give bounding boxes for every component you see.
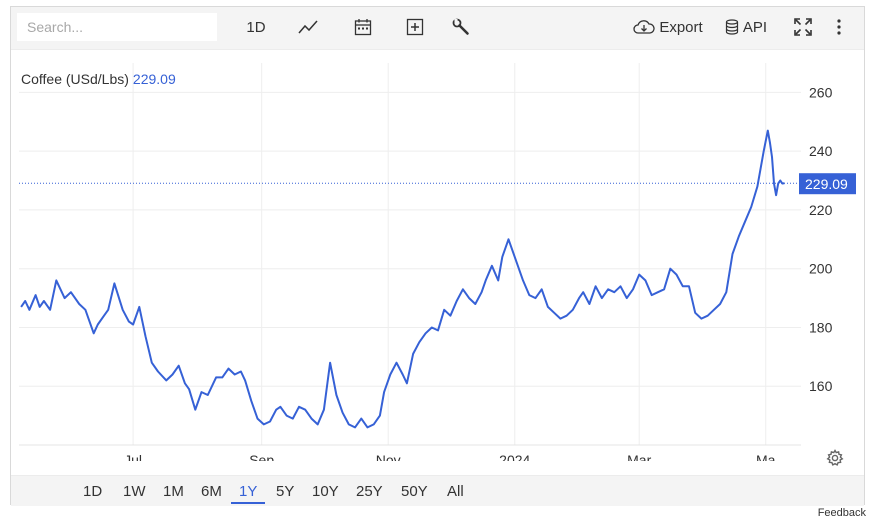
export-button[interactable]: Export: [631, 13, 705, 41]
x-tick-label: Jul: [124, 452, 142, 461]
price-series-line: [20, 129, 785, 429]
gear-icon[interactable]: [826, 449, 844, 467]
chart-type-button[interactable]: [295, 13, 321, 41]
series-legend: Coffee (USd/Lbs) 229.09: [21, 71, 176, 87]
database-icon: [725, 19, 739, 35]
tools-button[interactable]: [450, 13, 472, 41]
chart-area[interactable]: Coffee (USd/Lbs) 229.09 160 180 200 220 240 26…: [11, 49, 864, 468]
calendar-icon: [354, 19, 372, 36]
range-button-50y[interactable]: 50Y: [401, 483, 428, 500]
search-input[interactable]: [17, 13, 217, 41]
y-tick-label: 260: [809, 84, 833, 100]
fullscreen-button[interactable]: [792, 13, 814, 41]
more-menu-button[interactable]: [829, 13, 849, 41]
chart-toolbar: 1D Export API: [11, 7, 864, 50]
y-tick-label: 240: [809, 143, 833, 159]
range-button-5y[interactable]: 5Y: [276, 483, 295, 500]
y-tick-label: 180: [809, 319, 833, 335]
legend-series-value: 229.09: [132, 71, 176, 87]
range-button-10y[interactable]: 10Y: [312, 483, 339, 500]
more-vertical-icon: [837, 19, 841, 35]
cloud-download-icon: [633, 20, 655, 34]
api-label: API: [742, 18, 768, 36]
last-price-tag: [799, 173, 856, 195]
range-button-6m[interactable]: 6M: [201, 483, 222, 500]
x-tick-label: Sep: [249, 452, 274, 461]
api-button[interactable]: API: [723, 13, 769, 41]
x-tick-label: 2024: [499, 452, 530, 461]
export-label: Export: [659, 18, 703, 36]
interval-button[interactable]: 1D: [241, 13, 271, 41]
range-button-1m[interactable]: 1M: [163, 483, 184, 500]
add-indicator-button[interactable]: [404, 13, 426, 41]
range-selector: 1D 1W 1M 6M 1Y 5Y 10Y 25Y 50Y All: [11, 475, 864, 506]
price-line-chart[interactable]: 160 180 200 220 240 260 Jul Sep Nov 2024 Mar Ma 229.…: [11, 49, 864, 468]
chart-widget: 1D Export API Coffee (USd/Lbs)229.: [10, 6, 865, 506]
date-range-button[interactable]: [352, 13, 374, 41]
plus-box-icon: [406, 18, 424, 36]
y-tick-label: 200: [809, 261, 833, 277]
x-tick-label: Mar: [627, 452, 651, 461]
y-tick-label: 220: [809, 202, 833, 218]
y-tick-label: 160: [809, 378, 833, 394]
range-button-all[interactable]: All: [447, 483, 464, 500]
x-tick-label: Ma: [756, 452, 776, 461]
x-tick-label: Nov: [376, 452, 401, 461]
range-button-1y[interactable]: 1Y: [231, 482, 266, 504]
fullscreen-icon: [794, 18, 812, 36]
feedback-link[interactable]: Feedback: [817, 507, 866, 519]
range-button-1d[interactable]: 1D: [83, 483, 103, 500]
range-button-1w[interactable]: 1W: [123, 483, 146, 500]
wrench-icon: [452, 18, 469, 35]
line-chart-icon: [298, 20, 318, 34]
last-price-label: 229.09: [805, 176, 848, 192]
range-button-25y[interactable]: 25Y: [356, 483, 383, 500]
interval-label: 1D: [246, 18, 266, 36]
legend-series-name: Coffee (USd/Lbs): [21, 71, 129, 87]
